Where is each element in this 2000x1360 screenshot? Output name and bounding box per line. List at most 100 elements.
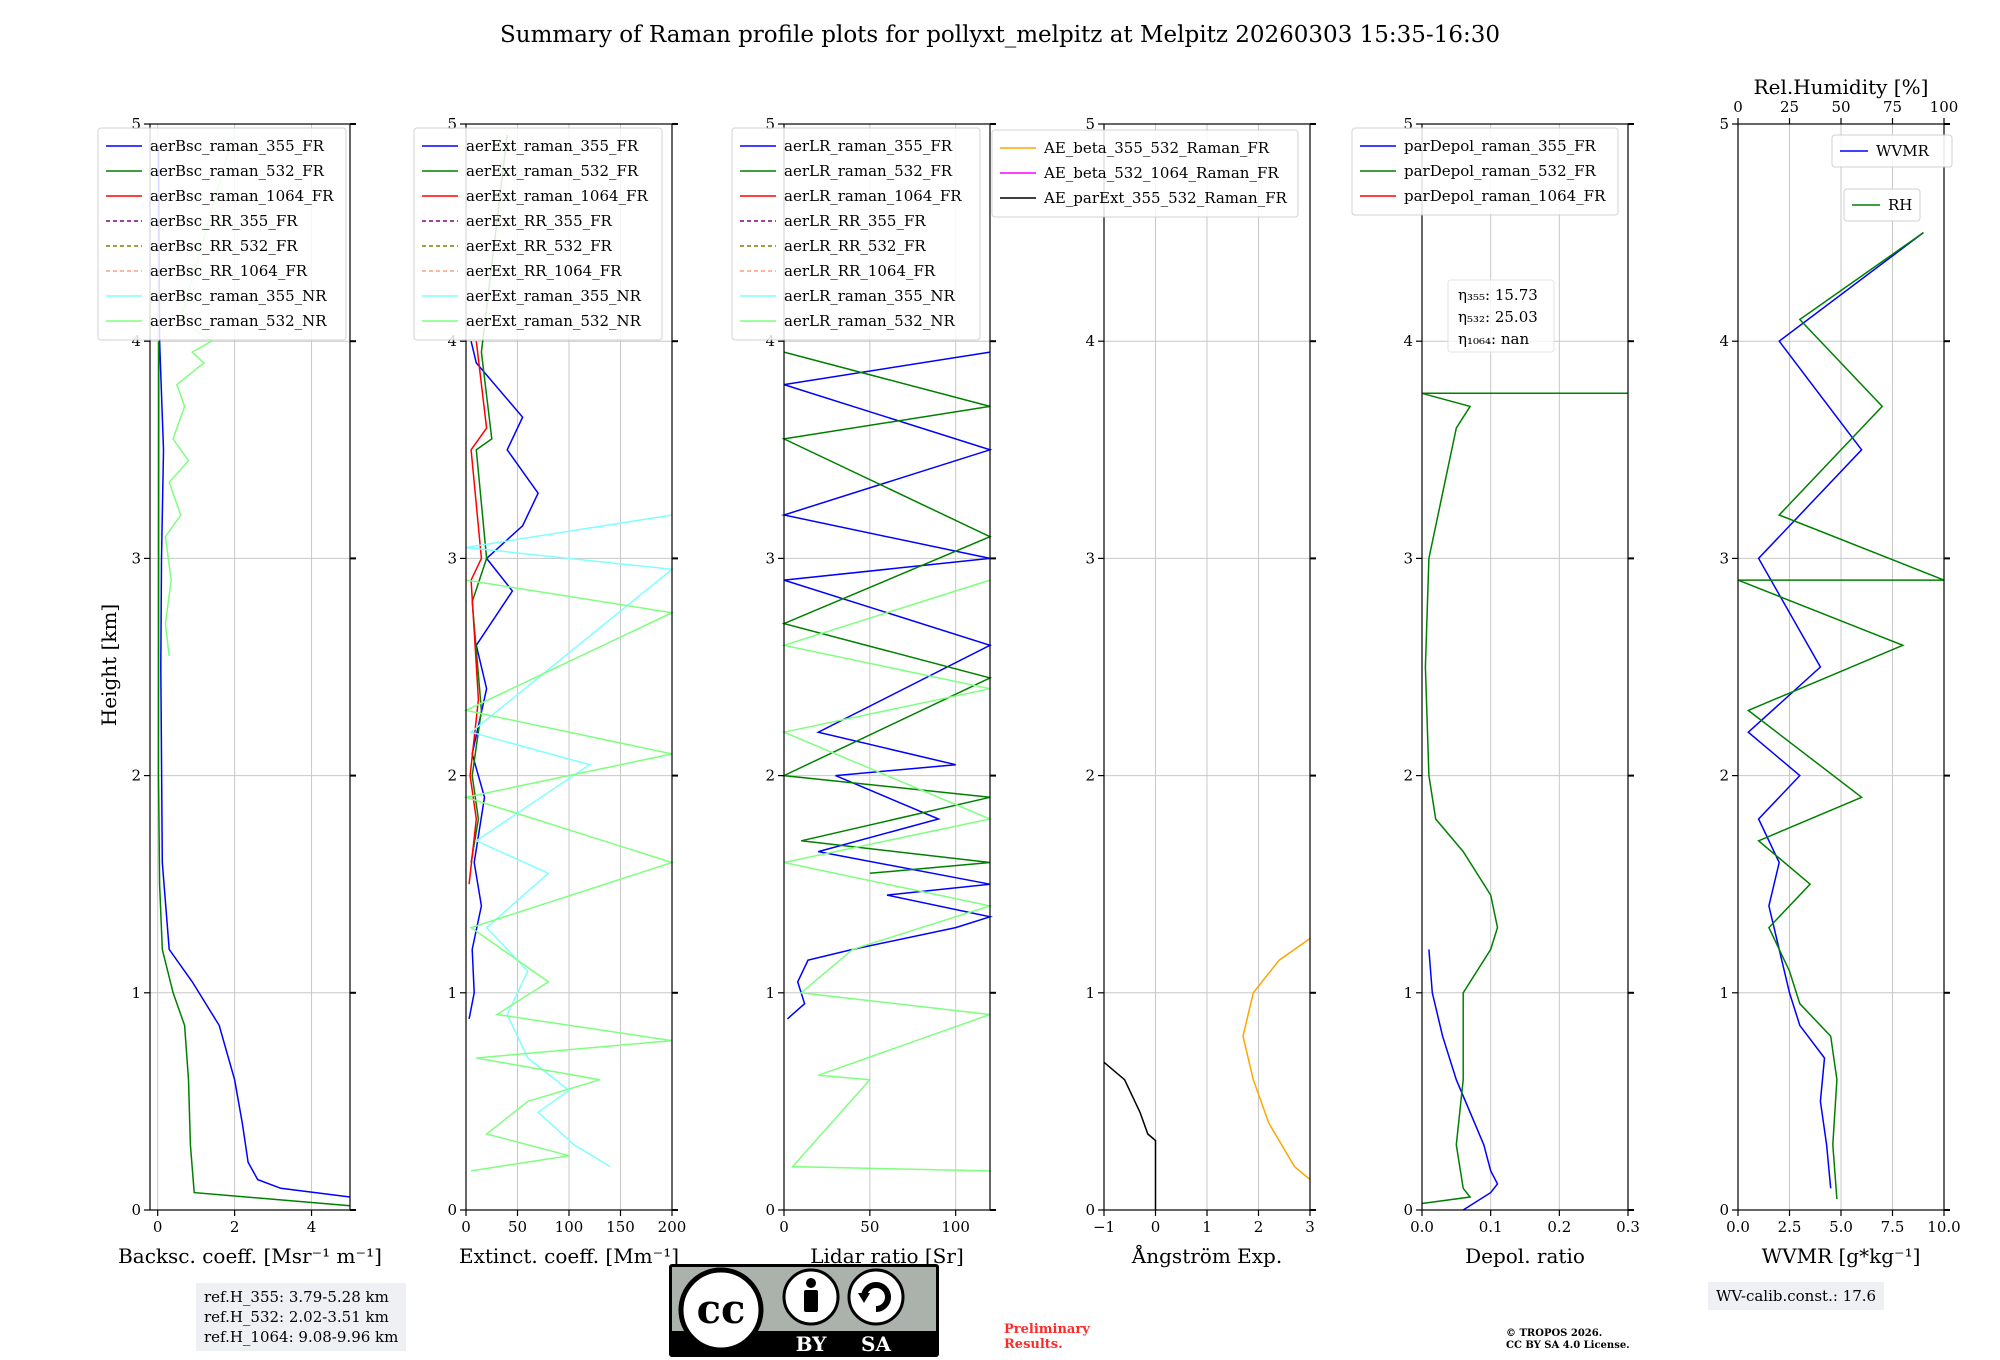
cc-license-badge: cc BY SA (669, 1264, 939, 1357)
legend-box (97, 127, 347, 341)
annotation-line: η₃₅₅: 15.73 (1458, 286, 1538, 304)
xtick-label: 0 (461, 1218, 471, 1236)
top-xtick-label: 75 (1883, 98, 1902, 116)
xtick-label: 2.5 (1778, 1218, 1802, 1236)
legend-entry: aerLR_RR_532_FR (784, 237, 926, 255)
legend-entry: aerExt_RR_355_FR (466, 212, 613, 230)
legend-entry: AE_parExt_355_532_Raman_FR (1043, 189, 1288, 207)
ytick-label: 0 (1403, 1201, 1413, 1219)
series-line-aerLR_raman_532_NR (781, 579, 993, 1172)
xtick-label: −1 (1093, 1218, 1115, 1236)
xtick-label: 0 (1151, 1218, 1161, 1236)
ytick-label: 2 (447, 767, 457, 785)
ytick-label: 5 (1085, 115, 1095, 133)
xaxis-label: Backsc. coeff. [Msr⁻¹ m⁻¹] (118, 1244, 382, 1268)
legend-entry: aerBsc_RR_1064_FR (150, 262, 308, 280)
xtick-label: 200 (658, 1218, 687, 1236)
legend-box (731, 127, 981, 341)
legend-box (1843, 188, 1921, 222)
ref-height-532: ref.H_532: 2.02-3.51 km (204, 1308, 389, 1326)
shared-ylabel: Height [km] (97, 604, 121, 726)
legend-entry: aerBsc_RR_532_FR (150, 237, 298, 255)
series-line-aerLR_raman_355_FR (781, 351, 993, 1020)
axes-frame (1421, 123, 1629, 1211)
legend-entry: parDepol_raman_1064_FR (1404, 187, 1606, 205)
series-line-AE_beta_355_532_Raman_FR (1242, 937, 1311, 1181)
legend-entry: aerBsc_raman_532_NR (150, 312, 327, 330)
ytick-label: 4 (1719, 332, 1729, 350)
ytick-label: 2 (1719, 767, 1729, 785)
legend-entry: RH (1888, 196, 1912, 214)
xtick-label: 100 (555, 1218, 584, 1236)
legend-entry: aerBsc_raman_532_FR (150, 162, 325, 180)
legend-entry: aerLR_raman_532_FR (784, 162, 953, 180)
legend-entry: parDepol_raman_355_FR (1404, 137, 1597, 155)
legend-entry: aerLR_raman_355_NR (784, 287, 955, 305)
ytick-label: 2 (131, 767, 141, 785)
legend-box (991, 129, 1299, 218)
ytick-label: 1 (1719, 984, 1729, 1002)
by-label: BY (796, 1332, 828, 1356)
xtick-label: 0.2 (1547, 1218, 1571, 1236)
xtick-label: 50 (860, 1218, 879, 1236)
xtick-label: 100 (941, 1218, 970, 1236)
top-xtick-label: 25 (1780, 98, 1799, 116)
ytick-label: 3 (1085, 549, 1095, 567)
ytick-label: 1 (1085, 984, 1095, 1002)
legend-box (413, 127, 663, 341)
preliminary-line-2: Results. (1004, 1337, 1063, 1352)
preliminary-line-1: Preliminary (1004, 1322, 1090, 1337)
annotation-box (1447, 279, 1555, 353)
legend-entry: aerExt_raman_532_NR (466, 312, 642, 330)
ytick-label: 3 (1719, 549, 1729, 567)
xtick-label: 5.0 (1829, 1218, 1853, 1236)
legend-entry: aerExt_raman_355_NR (466, 287, 642, 305)
ytick-label: 5 (765, 115, 775, 133)
copyright-line-1: © TROPOS 2026. (1506, 1328, 1603, 1339)
ref-heights-box: ref.H_355: 3.79-5.28 km ref.H_532: 2.02-… (196, 1283, 407, 1351)
legend-entry: aerBsc_raman_355_NR (150, 287, 327, 305)
legend-entry: aerLR_RR_355_FR (784, 212, 926, 230)
ytick-label: 2 (1085, 767, 1095, 785)
series-line-aerBsc_raman_355_FR (157, 145, 351, 1198)
ytick-label: 3 (131, 549, 141, 567)
legend-entry: aerBsc_raman_355_FR (150, 137, 325, 155)
ytick-label: 5 (1403, 115, 1413, 133)
xtick-label: 0 (153, 1218, 163, 1236)
ytick-label: 0 (131, 1201, 141, 1219)
legend-box (1831, 134, 1953, 168)
ytick-label: 4 (765, 332, 775, 350)
axes-frame (149, 123, 351, 1211)
xtick-label: 0 (779, 1218, 789, 1236)
series-line-RH (1737, 231, 1945, 1200)
wv-calib-box: WV-calib.const.: 17.6 (1708, 1282, 1885, 1310)
copyright-note: © TROPOS 2026. CC BY SA 4.0 License. (1506, 1328, 1630, 1352)
ytick-label: 4 (447, 332, 457, 350)
legend-entry: aerLR_raman_1064_FR (784, 187, 962, 205)
cc-text: cc (697, 1286, 746, 1333)
legend-entry: aerExt_RR_532_FR (466, 237, 613, 255)
annotation-line: η₅₃₂: 25.03 (1458, 308, 1538, 326)
series-line-aerExt_raman_532_NR (463, 579, 675, 1172)
xaxis-label: Depol. ratio (1465, 1244, 1585, 1268)
preliminary-note: Preliminary Results. (1004, 1322, 1124, 1352)
legend-entry: aerExt_raman_355_FR (466, 137, 639, 155)
figure-title: Summary of Raman profile plots for polly… (500, 22, 1500, 48)
xtick-label: 0.3 (1616, 1218, 1640, 1236)
legend-entry: WVMR (1876, 142, 1930, 160)
xtick-label: 1 (1202, 1218, 1212, 1236)
xtick-label: 7.5 (1881, 1218, 1905, 1236)
ytick-label: 0 (447, 1201, 457, 1219)
xtick-label: 10.0 (1927, 1218, 1960, 1236)
panel-depol: 0 1 2 3 4 5 0.0 0.1 0.2 0.3 Depol. ratio parDepol_r… (1351, 115, 1640, 1268)
sa-share-icon (847, 1268, 905, 1326)
xaxis-label: Extinct. coeff. [Mm⁻¹] (459, 1244, 679, 1268)
top-xaxis-label: Rel.Humidity [%] (1754, 75, 1929, 99)
legend-entry: aerExt_RR_1064_FR (466, 262, 622, 280)
series-line-parDepol_raman_532_FR (1421, 392, 1628, 1205)
ytick-label: 1 (131, 984, 141, 1002)
